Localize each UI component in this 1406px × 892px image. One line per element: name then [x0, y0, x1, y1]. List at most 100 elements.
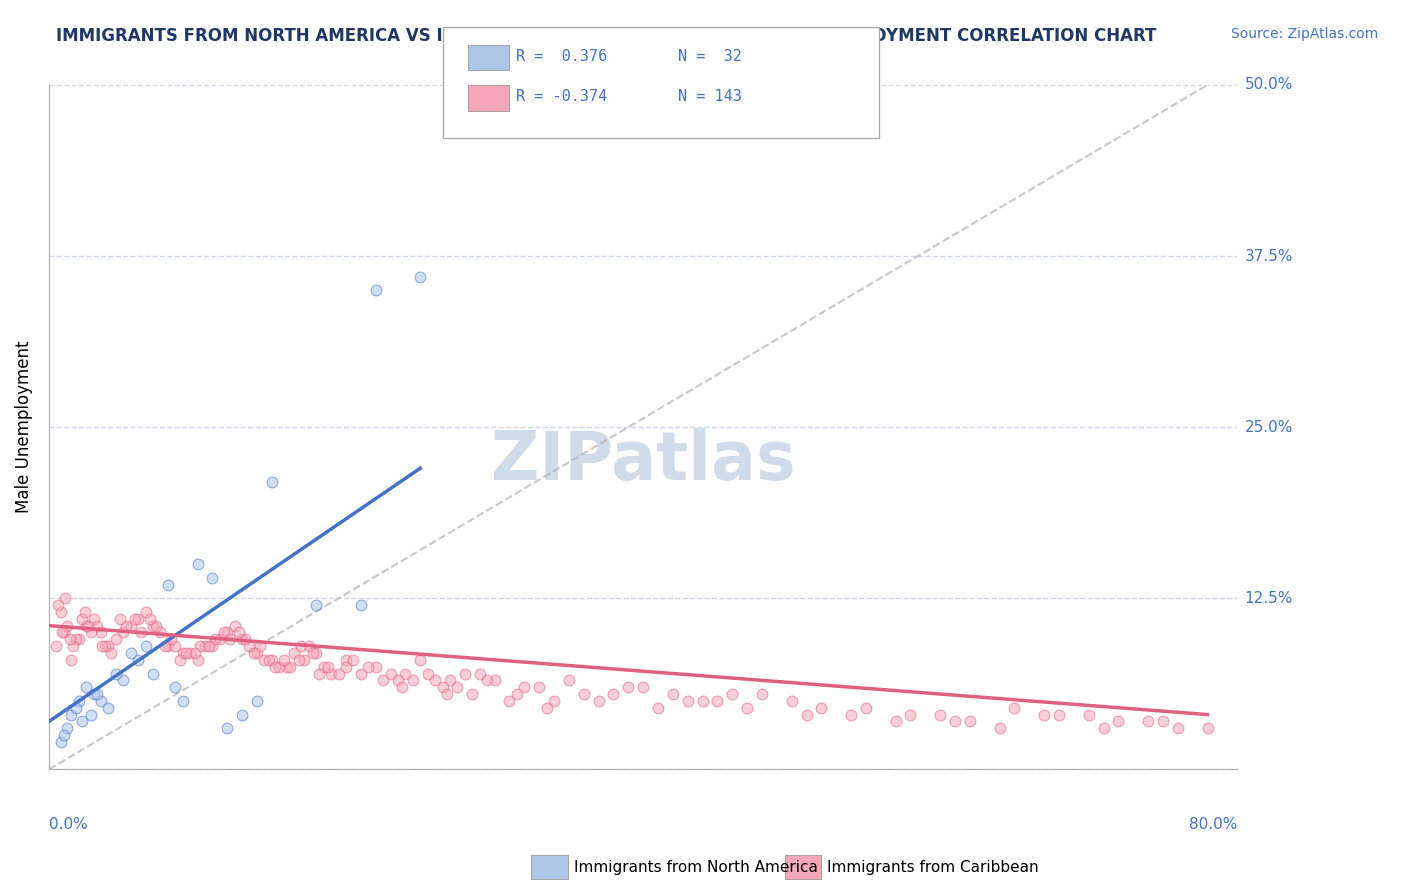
Point: [253, 653, 276, 667]
Point: [278, 659, 301, 673]
Point: [104, 666, 127, 681]
Point: [342, 653, 364, 667]
Point: [988, 721, 1011, 735]
Point: [321, 666, 343, 681]
Point: [97, 700, 120, 714]
Point: [391, 680, 413, 694]
Point: [49, 735, 72, 749]
Point: [70, 714, 93, 729]
Point: [142, 618, 165, 632]
Point: [780, 694, 803, 708]
Point: [380, 666, 402, 681]
Point: [558, 673, 581, 688]
Point: [86, 687, 108, 701]
Point: [60, 707, 83, 722]
Point: [219, 632, 242, 647]
Point: [588, 694, 610, 708]
Point: [172, 694, 194, 708]
Point: [231, 632, 253, 647]
Point: [316, 659, 339, 673]
Point: [350, 666, 373, 681]
Point: [94, 639, 117, 653]
Point: [120, 646, 142, 660]
Point: [172, 646, 194, 660]
Text: 0.0%: 0.0%: [49, 817, 87, 832]
Point: [308, 666, 330, 681]
Point: [224, 618, 246, 632]
Point: [201, 571, 224, 585]
Point: [246, 646, 269, 660]
Point: [45, 639, 67, 653]
Point: [46, 598, 69, 612]
Point: [943, 714, 966, 729]
Point: [159, 632, 181, 647]
Point: [75, 680, 97, 694]
Point: [884, 714, 907, 729]
Text: Immigrants from North America: Immigrants from North America: [574, 860, 817, 874]
Point: [90, 625, 112, 640]
Point: [1137, 714, 1160, 729]
Point: [387, 673, 409, 688]
Point: [56, 721, 79, 735]
Point: [67, 694, 90, 708]
Point: [174, 646, 197, 660]
Point: [139, 612, 162, 626]
Point: [149, 625, 172, 640]
Point: [751, 687, 773, 701]
Point: [298, 639, 321, 653]
Point: [839, 707, 862, 722]
Point: [212, 625, 235, 640]
Text: IMMIGRANTS FROM NORTH AMERICA VS IMMIGRANTS FROM CARIBBEAN MALE UNEMPLOYMENT COR: IMMIGRANTS FROM NORTH AMERICA VS IMMIGRA…: [56, 27, 1157, 45]
Point: [416, 666, 439, 681]
Point: [65, 632, 87, 647]
Text: 12.5%: 12.5%: [1244, 591, 1294, 606]
Point: [186, 557, 208, 571]
Point: [439, 673, 461, 688]
Point: [706, 694, 728, 708]
Point: [135, 605, 157, 619]
Point: [204, 632, 226, 647]
Point: [228, 625, 250, 640]
Point: [394, 666, 416, 681]
Point: [243, 646, 266, 660]
Point: [602, 687, 624, 701]
Point: [97, 639, 120, 653]
Point: [527, 680, 550, 694]
Point: [231, 707, 253, 722]
Point: [364, 659, 387, 673]
Point: [432, 680, 454, 694]
Point: [100, 646, 122, 660]
Text: 80.0%: 80.0%: [1189, 817, 1237, 832]
Point: [294, 653, 316, 667]
Point: [67, 632, 90, 647]
Point: [165, 680, 187, 694]
Point: [76, 618, 98, 632]
Point: [735, 700, 758, 714]
Point: [183, 646, 205, 660]
Point: [364, 283, 387, 297]
Point: [153, 639, 176, 653]
Text: 50.0%: 50.0%: [1244, 78, 1294, 93]
Point: [454, 666, 477, 681]
Point: [208, 632, 231, 647]
Point: [305, 646, 328, 660]
Point: [56, 618, 79, 632]
Point: [186, 653, 208, 667]
Point: [959, 714, 981, 729]
Text: Source: ZipAtlas.com: Source: ZipAtlas.com: [1230, 27, 1378, 41]
Point: [263, 659, 285, 673]
Point: [145, 618, 167, 632]
Point: [233, 632, 256, 647]
Point: [127, 612, 149, 626]
Point: [468, 666, 491, 681]
Point: [59, 632, 82, 647]
Point: [120, 618, 142, 632]
Point: [312, 659, 335, 673]
Point: [302, 646, 325, 660]
Point: [112, 673, 135, 688]
Point: [65, 700, 87, 714]
Point: [631, 680, 654, 694]
Point: [86, 618, 108, 632]
Point: [335, 659, 357, 673]
Point: [249, 639, 271, 653]
